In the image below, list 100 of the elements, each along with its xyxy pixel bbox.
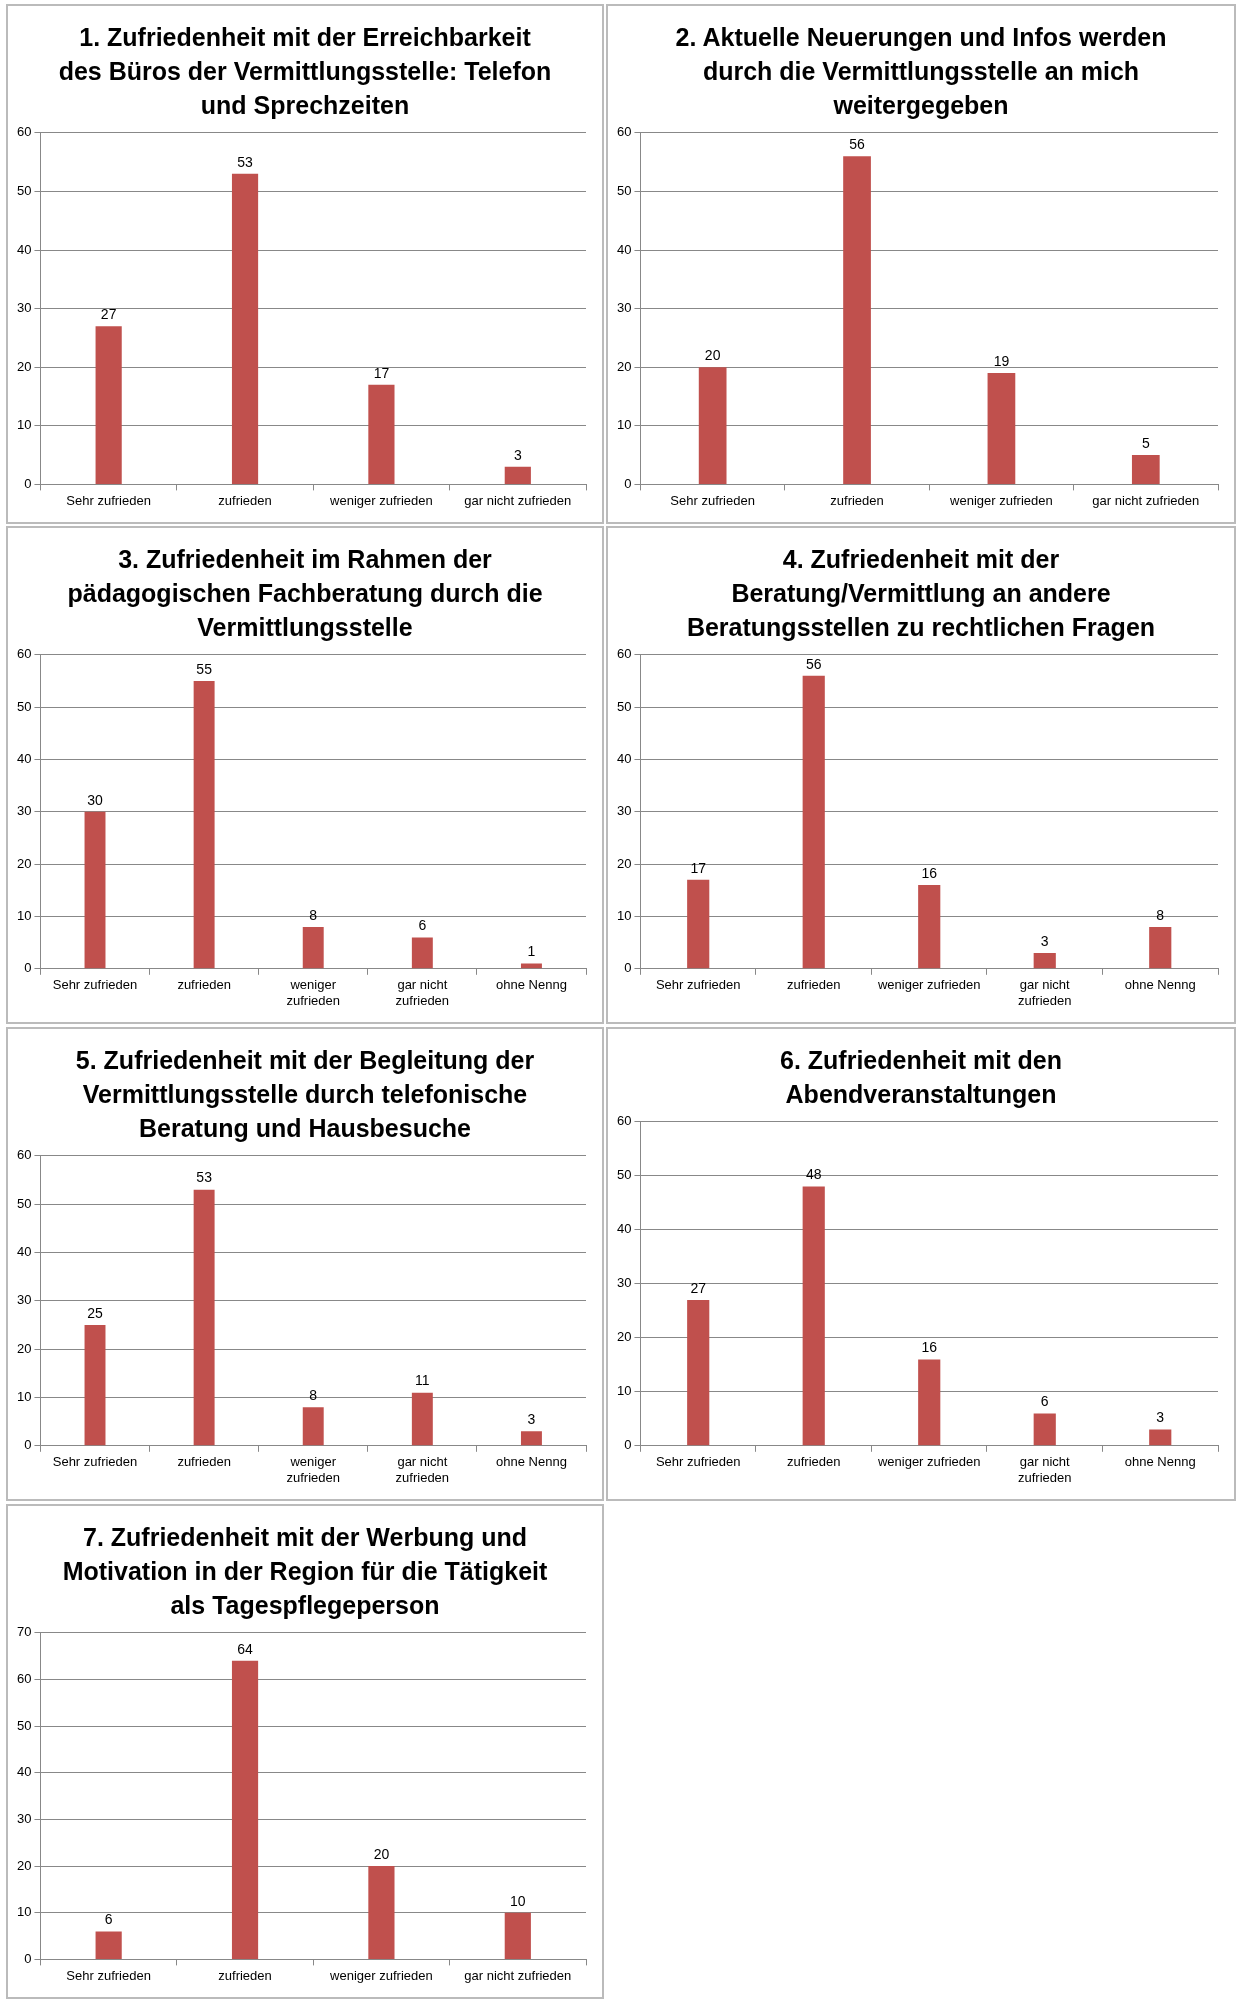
x-tick-label: gar nicht zufrieden (1092, 492, 1200, 508)
y-tick-label: 50 (16, 1195, 32, 1211)
chart-title: 1. Zufriedenheit mit der Erreichbarkeit des Büros der Vermittlungsstelle: Telefon und Sprechzeiten (57, 22, 553, 121)
bar (1033, 953, 1056, 969)
y-tick-label: 20 (616, 855, 632, 871)
x-tick-label: Sehr zufrieden (52, 1454, 138, 1470)
x-tick-label: weniger zufrieden (876, 1454, 981, 1470)
y-tick-label: 60 (16, 1671, 32, 1687)
y-tick-label: 10 (616, 908, 632, 924)
chart-title: 5. Zufriedenheit mit der Begleitung der Vermittlungsstelle durch telefonische Beratung und Hausbesuche (74, 1045, 536, 1144)
data-label: 16 (921, 1339, 938, 1356)
y-tick-label: 30 (616, 1275, 632, 1291)
y-tick-label: 30 (16, 1811, 32, 1827)
y-tick-label: 60 (616, 124, 632, 140)
y-tick-label: 10 (16, 417, 32, 433)
data-label: 27 (690, 1279, 707, 1296)
y-tick-label: 20 (16, 1857, 32, 1873)
x-tick-label: zufrieden (218, 1967, 272, 1983)
data-label: 56 (849, 136, 866, 153)
y-tick-label: 60 (16, 124, 32, 140)
x-tick-label: zufrieden (786, 1454, 841, 1470)
bar (918, 885, 941, 969)
bar (302, 1407, 324, 1446)
y-tick-label: 20 (616, 358, 632, 374)
data-label: 20 (704, 347, 721, 364)
bar (411, 1392, 433, 1446)
x-tick-label: gar nicht zufrieden (1018, 977, 1072, 1008)
x-tick-label: Sehr zufrieden (52, 977, 138, 993)
bar (368, 1866, 395, 1959)
data-label: 1 (527, 943, 536, 960)
x-tick-label: weniger zufrieden (286, 1454, 340, 1485)
data-label: 10 (510, 1892, 526, 1909)
data-label: 17 (690, 859, 707, 876)
y-tick-label: 0 (24, 1950, 32, 1966)
data-label: 3 (1156, 1409, 1165, 1426)
bar (302, 926, 324, 969)
y-tick-label: 40 (616, 241, 632, 257)
y-tick-label: 60 (616, 646, 632, 662)
y-tick-label: 0 (24, 1437, 32, 1453)
data-label: 55 (196, 660, 213, 677)
bar (843, 156, 871, 484)
x-tick-label: ohne Nenng (1124, 1454, 1196, 1470)
x-tick-label: weniger zufrieden (949, 492, 1053, 508)
data-label: 19 (993, 352, 1010, 369)
y-tick-label: 40 (16, 751, 32, 767)
x-tick-label: weniger zufrieden (329, 492, 433, 508)
y-tick-label: 0 (24, 960, 32, 976)
bar (193, 680, 215, 969)
y-tick-label: 40 (16, 1764, 32, 1780)
x-tick-label: weniger zufrieden (286, 977, 340, 1008)
bar (1149, 1429, 1172, 1446)
data-label: 6 (418, 917, 427, 934)
y-tick-label: 70 (16, 1624, 32, 1640)
bar (802, 1186, 825, 1446)
y-tick-label: 30 (616, 300, 632, 316)
y-tick-label: 20 (16, 358, 32, 374)
x-tick-label: weniger zufrieden (329, 1967, 433, 1983)
x-tick-label: gar nicht zufrieden (1018, 1454, 1072, 1485)
y-tick-label: 50 (616, 698, 632, 714)
x-tick-label: Sehr zufrieden (655, 977, 741, 993)
bar (1033, 1413, 1056, 1446)
data-label: 3 (1040, 932, 1049, 949)
chart-title: 7. Zufriedenheit mit der Werbung und Motivation in der Region für die Tätigkeit als Tagespflegeperson (61, 1522, 549, 1621)
y-tick-label: 40 (16, 241, 32, 257)
bar (95, 326, 122, 484)
bar (987, 373, 1016, 484)
x-tick-label: zufrieden (177, 977, 231, 993)
data-label: 27 (100, 306, 117, 323)
data-label: 8 (1156, 906, 1165, 923)
chart-title: 2. Aktuelle Neuerungen und Infos werden durch die Vermittlungsstelle an mich weitergegeben (674, 22, 1168, 121)
data-label: 20 (373, 1845, 390, 1862)
y-tick-label: 0 (624, 1437, 632, 1453)
bar (193, 1189, 215, 1446)
data-label: 8 (309, 906, 318, 923)
x-tick-label: ohne Nenng (496, 977, 567, 993)
bar (687, 1300, 710, 1446)
bar (1149, 926, 1172, 969)
bar (368, 384, 395, 484)
x-tick-label: zufrieden (218, 492, 272, 508)
y-tick-label: 60 (16, 646, 32, 662)
bar (411, 937, 433, 969)
y-tick-label: 60 (16, 1147, 32, 1163)
y-tick-label: 30 (616, 803, 632, 819)
x-tick-label: weniger zufrieden (876, 977, 981, 993)
x-tick-label: ohne Nenng (1124, 977, 1196, 993)
bar (918, 1359, 941, 1446)
bar (231, 1660, 259, 1959)
x-tick-label: Sehr zufrieden (66, 1967, 151, 1983)
bar (95, 1931, 122, 1959)
y-tick-label: 20 (616, 1329, 632, 1345)
y-tick-label: 40 (616, 751, 632, 767)
x-tick-label: Sehr zufrieden (655, 1454, 741, 1470)
y-tick-label: 60 (616, 1113, 632, 1129)
data-label: 6 (1040, 1393, 1049, 1410)
y-tick-label: 10 (616, 1383, 632, 1399)
y-tick-label: 0 (624, 960, 632, 976)
x-tick-label: Sehr zufrieden (66, 492, 151, 508)
y-tick-label: 40 (16, 1244, 32, 1260)
data-label: 17 (373, 364, 390, 381)
y-tick-label: 20 (16, 1340, 32, 1356)
